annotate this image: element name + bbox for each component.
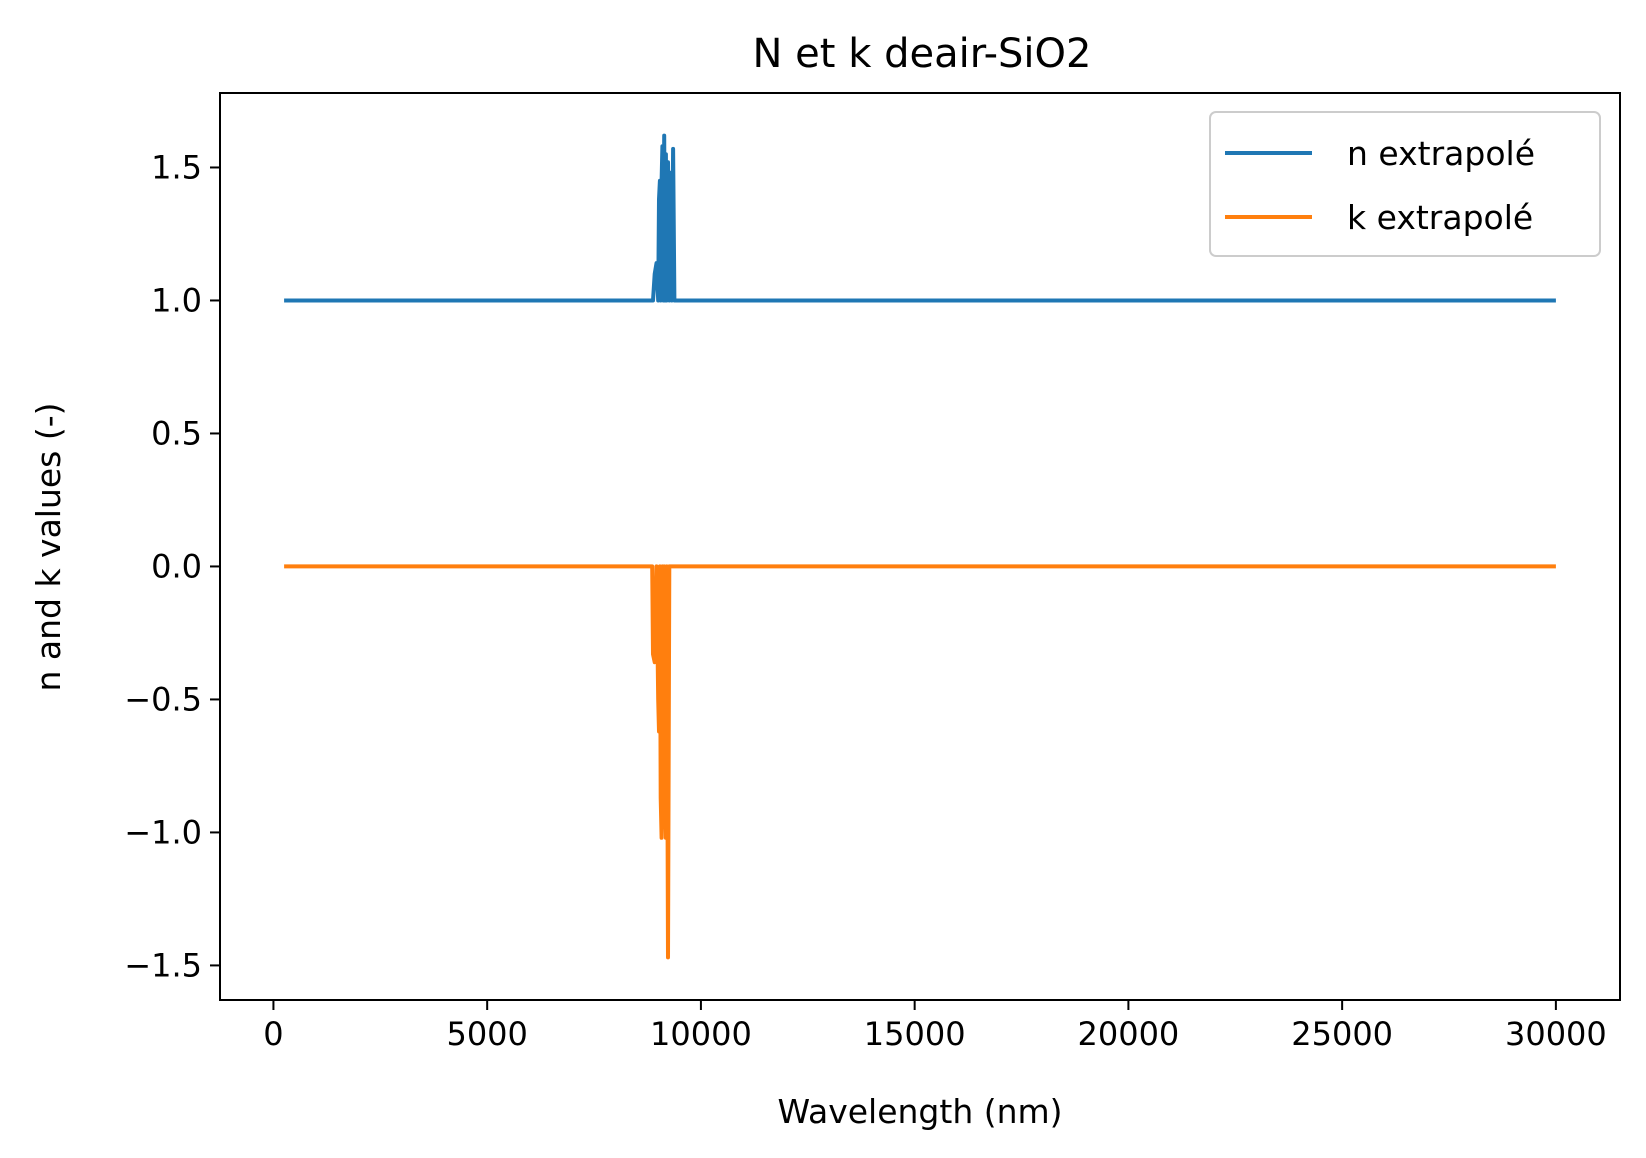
y-tick-label: 0.0: [151, 547, 202, 585]
y-axis: 1.5 1.0 0.5 0.0 −0.5 −1.0 −1.5: [124, 148, 220, 984]
x-axis-label: Wavelength (nm): [777, 1092, 1062, 1131]
legend-box: [1209, 111, 1601, 257]
y-tick-label: −1.0: [124, 813, 202, 851]
legend: n extrapolé k extrapolé: [1209, 111, 1601, 257]
x-tick-label: 10000: [650, 1015, 752, 1053]
x-tick-label: 20000: [1077, 1015, 1179, 1053]
plot-frame: [219, 92, 1621, 1001]
x-tick-label: 25000: [1291, 1015, 1393, 1053]
legend-label: k extrapolé: [1347, 198, 1533, 237]
y-tick-label: −1.5: [124, 946, 202, 984]
series-line-n: [284, 133, 1556, 303]
y-tick-label: 1.0: [151, 281, 202, 319]
x-tick-label: 5000: [446, 1015, 527, 1053]
series-line-k: [284, 564, 1556, 960]
y-tick-label: 1.5: [151, 148, 202, 186]
y-tick-label: −0.5: [124, 680, 202, 718]
x-tick-label: 30000: [1505, 1015, 1607, 1053]
legend-label: n extrapolé: [1347, 134, 1535, 173]
x-axis: 0 5000 10000 15000 20000 25000 30000: [263, 1000, 1607, 1053]
x-tick-label: 0: [263, 1015, 283, 1053]
chart-title: N et k deair-SiO2: [753, 31, 1092, 77]
x-tick-label: 15000: [864, 1015, 966, 1053]
y-tick-label: 0.5: [151, 414, 202, 452]
y-axis-label: n and k values (-): [29, 402, 68, 691]
